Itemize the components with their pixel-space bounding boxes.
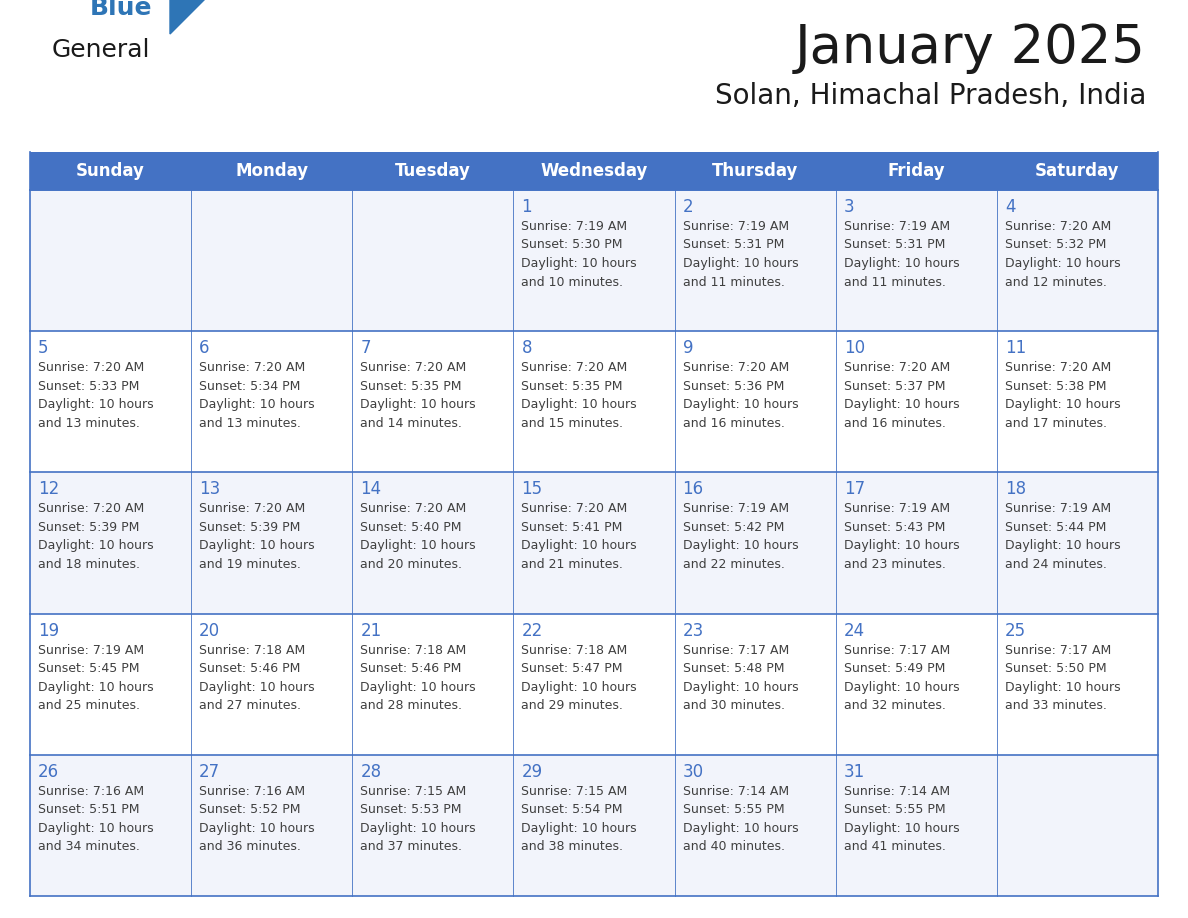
Text: 6: 6 xyxy=(200,339,209,357)
Text: Sunrise: 7:18 AM
Sunset: 5:46 PM
Daylight: 10 hours
and 27 minutes.: Sunrise: 7:18 AM Sunset: 5:46 PM Dayligh… xyxy=(200,644,315,712)
Text: 3: 3 xyxy=(843,198,854,216)
Text: Sunrise: 7:18 AM
Sunset: 5:47 PM
Daylight: 10 hours
and 29 minutes.: Sunrise: 7:18 AM Sunset: 5:47 PM Dayligh… xyxy=(522,644,637,712)
Text: 17: 17 xyxy=(843,480,865,498)
Text: Sunrise: 7:16 AM
Sunset: 5:52 PM
Daylight: 10 hours
and 36 minutes.: Sunrise: 7:16 AM Sunset: 5:52 PM Dayligh… xyxy=(200,785,315,854)
Text: Sunrise: 7:20 AM
Sunset: 5:39 PM
Daylight: 10 hours
and 19 minutes.: Sunrise: 7:20 AM Sunset: 5:39 PM Dayligh… xyxy=(200,502,315,571)
Text: 27: 27 xyxy=(200,763,220,781)
Text: 18: 18 xyxy=(1005,480,1026,498)
Text: Sunrise: 7:20 AM
Sunset: 5:41 PM
Daylight: 10 hours
and 21 minutes.: Sunrise: 7:20 AM Sunset: 5:41 PM Dayligh… xyxy=(522,502,637,571)
Text: Sunrise: 7:17 AM
Sunset: 5:48 PM
Daylight: 10 hours
and 30 minutes.: Sunrise: 7:17 AM Sunset: 5:48 PM Dayligh… xyxy=(683,644,798,712)
Text: 14: 14 xyxy=(360,480,381,498)
Text: Sunrise: 7:19 AM
Sunset: 5:43 PM
Daylight: 10 hours
and 23 minutes.: Sunrise: 7:19 AM Sunset: 5:43 PM Dayligh… xyxy=(843,502,960,571)
Text: 4: 4 xyxy=(1005,198,1016,216)
Text: Solan, Himachal Pradesh, India: Solan, Himachal Pradesh, India xyxy=(715,82,1146,110)
Text: 8: 8 xyxy=(522,339,532,357)
Text: Sunrise: 7:20 AM
Sunset: 5:36 PM
Daylight: 10 hours
and 16 minutes.: Sunrise: 7:20 AM Sunset: 5:36 PM Dayligh… xyxy=(683,361,798,430)
Text: Sunrise: 7:20 AM
Sunset: 5:39 PM
Daylight: 10 hours
and 18 minutes.: Sunrise: 7:20 AM Sunset: 5:39 PM Dayligh… xyxy=(38,502,153,571)
Text: Saturday: Saturday xyxy=(1035,162,1119,180)
Text: Sunrise: 7:19 AM
Sunset: 5:31 PM
Daylight: 10 hours
and 11 minutes.: Sunrise: 7:19 AM Sunset: 5:31 PM Dayligh… xyxy=(843,220,960,288)
Text: Blue: Blue xyxy=(90,0,152,20)
Text: 22: 22 xyxy=(522,621,543,640)
Text: Sunrise: 7:20 AM
Sunset: 5:34 PM
Daylight: 10 hours
and 13 minutes.: Sunrise: 7:20 AM Sunset: 5:34 PM Dayligh… xyxy=(200,361,315,430)
Text: 11: 11 xyxy=(1005,339,1026,357)
Text: Sunrise: 7:20 AM
Sunset: 5:32 PM
Daylight: 10 hours
and 12 minutes.: Sunrise: 7:20 AM Sunset: 5:32 PM Dayligh… xyxy=(1005,220,1120,288)
Text: Monday: Monday xyxy=(235,162,308,180)
Text: Sunrise: 7:17 AM
Sunset: 5:50 PM
Daylight: 10 hours
and 33 minutes.: Sunrise: 7:17 AM Sunset: 5:50 PM Dayligh… xyxy=(1005,644,1120,712)
Text: Thursday: Thursday xyxy=(712,162,798,180)
Text: 15: 15 xyxy=(522,480,543,498)
Text: Sunrise: 7:19 AM
Sunset: 5:44 PM
Daylight: 10 hours
and 24 minutes.: Sunrise: 7:19 AM Sunset: 5:44 PM Dayligh… xyxy=(1005,502,1120,571)
Text: 24: 24 xyxy=(843,621,865,640)
Text: Sunrise: 7:15 AM
Sunset: 5:53 PM
Daylight: 10 hours
and 37 minutes.: Sunrise: 7:15 AM Sunset: 5:53 PM Dayligh… xyxy=(360,785,476,854)
Text: Tuesday: Tuesday xyxy=(394,162,470,180)
Text: 10: 10 xyxy=(843,339,865,357)
Text: Sunrise: 7:20 AM
Sunset: 5:38 PM
Daylight: 10 hours
and 17 minutes.: Sunrise: 7:20 AM Sunset: 5:38 PM Dayligh… xyxy=(1005,361,1120,430)
Bar xyxy=(30,613,1158,755)
Text: 1: 1 xyxy=(522,198,532,216)
Text: 21: 21 xyxy=(360,621,381,640)
Text: 16: 16 xyxy=(683,480,703,498)
Text: Sunrise: 7:19 AM
Sunset: 5:30 PM
Daylight: 10 hours
and 10 minutes.: Sunrise: 7:19 AM Sunset: 5:30 PM Dayligh… xyxy=(522,220,637,288)
Text: Wednesday: Wednesday xyxy=(541,162,647,180)
Text: Sunrise: 7:16 AM
Sunset: 5:51 PM
Daylight: 10 hours
and 34 minutes.: Sunrise: 7:16 AM Sunset: 5:51 PM Dayligh… xyxy=(38,785,153,854)
Text: Sunrise: 7:14 AM
Sunset: 5:55 PM
Daylight: 10 hours
and 41 minutes.: Sunrise: 7:14 AM Sunset: 5:55 PM Dayligh… xyxy=(843,785,960,854)
Text: Sunrise: 7:18 AM
Sunset: 5:46 PM
Daylight: 10 hours
and 28 minutes.: Sunrise: 7:18 AM Sunset: 5:46 PM Dayligh… xyxy=(360,644,476,712)
Text: 31: 31 xyxy=(843,763,865,781)
Text: 5: 5 xyxy=(38,339,49,357)
Text: Sunrise: 7:20 AM
Sunset: 5:35 PM
Daylight: 10 hours
and 14 minutes.: Sunrise: 7:20 AM Sunset: 5:35 PM Dayligh… xyxy=(360,361,476,430)
Text: 13: 13 xyxy=(200,480,221,498)
Text: Sunrise: 7:20 AM
Sunset: 5:33 PM
Daylight: 10 hours
and 13 minutes.: Sunrise: 7:20 AM Sunset: 5:33 PM Dayligh… xyxy=(38,361,153,430)
Text: 23: 23 xyxy=(683,621,703,640)
Text: 26: 26 xyxy=(38,763,59,781)
Text: General: General xyxy=(52,38,151,62)
Text: 29: 29 xyxy=(522,763,543,781)
Bar xyxy=(30,190,1158,331)
Text: Sunday: Sunday xyxy=(76,162,145,180)
Text: Sunrise: 7:15 AM
Sunset: 5:54 PM
Daylight: 10 hours
and 38 minutes.: Sunrise: 7:15 AM Sunset: 5:54 PM Dayligh… xyxy=(522,785,637,854)
Text: January 2025: January 2025 xyxy=(795,22,1146,74)
Text: Sunrise: 7:14 AM
Sunset: 5:55 PM
Daylight: 10 hours
and 40 minutes.: Sunrise: 7:14 AM Sunset: 5:55 PM Dayligh… xyxy=(683,785,798,854)
Text: Sunrise: 7:19 AM
Sunset: 5:31 PM
Daylight: 10 hours
and 11 minutes.: Sunrise: 7:19 AM Sunset: 5:31 PM Dayligh… xyxy=(683,220,798,288)
Bar xyxy=(30,473,1158,613)
Text: 9: 9 xyxy=(683,339,693,357)
Text: 25: 25 xyxy=(1005,621,1026,640)
Polygon shape xyxy=(170,0,206,34)
Text: Sunrise: 7:20 AM
Sunset: 5:40 PM
Daylight: 10 hours
and 20 minutes.: Sunrise: 7:20 AM Sunset: 5:40 PM Dayligh… xyxy=(360,502,476,571)
Text: 20: 20 xyxy=(200,621,220,640)
Text: Friday: Friday xyxy=(887,162,946,180)
Text: 19: 19 xyxy=(38,621,59,640)
Text: Sunrise: 7:17 AM
Sunset: 5:49 PM
Daylight: 10 hours
and 32 minutes.: Sunrise: 7:17 AM Sunset: 5:49 PM Dayligh… xyxy=(843,644,960,712)
Text: Sunrise: 7:20 AM
Sunset: 5:35 PM
Daylight: 10 hours
and 15 minutes.: Sunrise: 7:20 AM Sunset: 5:35 PM Dayligh… xyxy=(522,361,637,430)
Text: Sunrise: 7:19 AM
Sunset: 5:45 PM
Daylight: 10 hours
and 25 minutes.: Sunrise: 7:19 AM Sunset: 5:45 PM Dayligh… xyxy=(38,644,153,712)
Text: 28: 28 xyxy=(360,763,381,781)
Text: Sunrise: 7:19 AM
Sunset: 5:42 PM
Daylight: 10 hours
and 22 minutes.: Sunrise: 7:19 AM Sunset: 5:42 PM Dayligh… xyxy=(683,502,798,571)
Text: Sunrise: 7:20 AM
Sunset: 5:37 PM
Daylight: 10 hours
and 16 minutes.: Sunrise: 7:20 AM Sunset: 5:37 PM Dayligh… xyxy=(843,361,960,430)
Bar xyxy=(30,152,1158,190)
Text: 12: 12 xyxy=(38,480,59,498)
Text: 7: 7 xyxy=(360,339,371,357)
Text: 2: 2 xyxy=(683,198,693,216)
Bar xyxy=(30,755,1158,896)
Text: 30: 30 xyxy=(683,763,703,781)
Bar xyxy=(30,331,1158,473)
